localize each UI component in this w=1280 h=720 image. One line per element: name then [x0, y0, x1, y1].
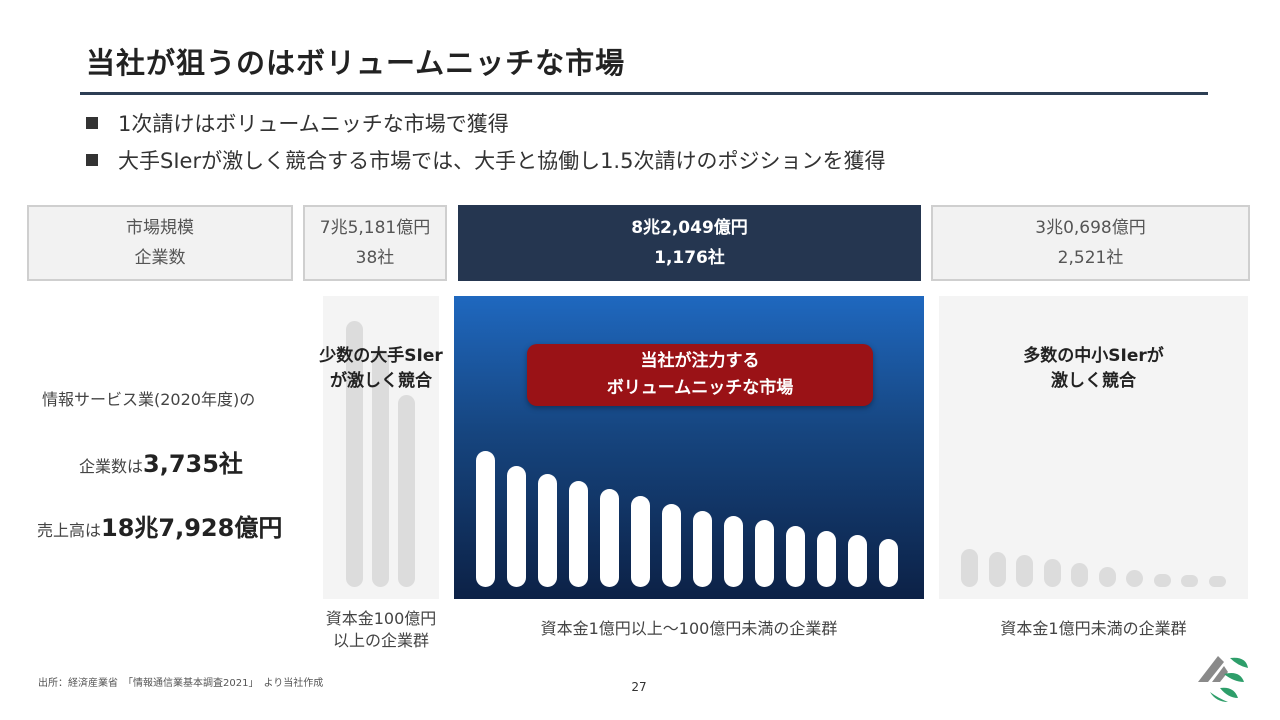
small-bar-7	[1126, 570, 1143, 587]
page-number: 27	[631, 680, 647, 694]
large-label-line1: 少数の大手SIer	[319, 346, 443, 366]
small-bar-3	[1016, 555, 1033, 587]
header-label-box: 市場規模 企業数	[27, 205, 293, 281]
small-bar-2	[988, 552, 1006, 587]
mid-bar-9	[724, 516, 743, 587]
small-label-line2: 激しく競合	[1051, 371, 1136, 391]
mid-bar-6	[631, 496, 650, 587]
header-large-count: 38社	[355, 248, 395, 268]
small-bar-1	[961, 549, 978, 587]
header-mid-count: 1,176社	[654, 248, 725, 268]
large-label-line2: が激しく競合	[330, 371, 432, 391]
stats-sales-value: 18兆7,928億円	[101, 514, 283, 542]
stats-companies: 企業数は3,735社	[79, 444, 243, 479]
large-bar-1	[346, 321, 363, 587]
small-bar-9	[1181, 575, 1198, 587]
header-label-line2: 企業数	[134, 248, 186, 268]
header-large-amount: 7兆5,181億円	[319, 218, 431, 238]
small-bar-5	[1071, 563, 1088, 587]
large-segment-label: 少数の大手SIer が激しく競合	[305, 344, 457, 394]
bullet-1: 1次請けはボリュームニッチな市場で獲得	[86, 108, 509, 138]
mid-bar-1	[476, 451, 495, 587]
mid-bar-2	[507, 466, 526, 587]
company-logo-icon	[1198, 656, 1248, 702]
mid-segment-caption: 資本金1億円以上～100億円未満の企業群	[540, 619, 838, 638]
mid-bar-8	[693, 511, 712, 587]
mid-bar-3	[538, 474, 557, 587]
mid-bar-11	[786, 526, 805, 587]
large-segment-panel	[323, 296, 439, 599]
focus-market-banner: 当社が注力する ボリュームニッチな市場	[527, 344, 873, 406]
header-mid-amount: 8兆2,049億円	[631, 218, 748, 238]
small-segment-panel	[939, 296, 1248, 599]
header-small-count: 2,521社	[1057, 248, 1124, 268]
stats-companies-value: 3,735社	[143, 450, 243, 478]
header-label-line1: 市場規模	[126, 218, 194, 238]
small-label-line1: 多数の中小SIerが	[1023, 346, 1164, 366]
large-segment-caption: 資本金100億円 以上の企業群	[305, 608, 457, 652]
mid-bar-7	[662, 504, 681, 587]
header-large-box: 7兆5,181億円 38社	[303, 205, 447, 281]
banner-line1: 当社が注力する	[640, 351, 760, 371]
page-title: 当社が狙うのはボリュームニッチな市場	[86, 46, 626, 80]
small-segment-caption: 資本金1億円未満の企業群	[1000, 619, 1187, 638]
bullet-2-text: 大手SIerが激しく競合する市場では、大手と協働し1.5次請けのポジションを獲得	[118, 149, 886, 173]
mid-segment-panel	[454, 296, 924, 599]
small-bar-6	[1098, 567, 1116, 587]
small-segment-label: 多数の中小SIerが 激しく競合	[939, 344, 1248, 394]
header-small-box: 3兆0,698億円 2,521社	[931, 205, 1250, 281]
bullet-square-icon	[86, 117, 98, 129]
bullet-2: 大手SIerが激しく競合する市場では、大手と協働し1.5次請けのポジションを獲得	[86, 145, 885, 175]
mid-bar-5	[600, 489, 619, 587]
bullet-square-icon	[86, 154, 98, 166]
header-mid-box: 8兆2,049億円 1,176社	[458, 205, 921, 281]
banner-line2: ボリュームニッチな市場	[606, 378, 794, 398]
large-bar-3	[398, 395, 415, 587]
large-bar-2	[372, 350, 389, 587]
mid-bar-4	[569, 481, 588, 587]
stats-intro: 情報サービス業(2020年度)の	[42, 390, 256, 409]
source-note: 出所：経済産業省 「情報通信業基本調査2021」 より当社作成	[38, 678, 324, 689]
title-underline	[80, 92, 1208, 95]
large-caption-line1: 資本金100億円	[325, 609, 437, 628]
bullet-1-text: 1次請けはボリュームニッチな市場で獲得	[118, 112, 509, 136]
small-bar-8	[1153, 574, 1171, 587]
mid-bar-12	[817, 531, 836, 587]
stats-sales: 売上高は18兆7,928億円	[37, 508, 282, 543]
large-caption-line2: 以上の企業群	[332, 631, 429, 650]
mid-bar-13	[848, 535, 867, 587]
stats-sales-prefix: 売上高は	[37, 521, 102, 540]
mid-bar-14	[879, 539, 898, 587]
mid-bar-10	[755, 520, 774, 587]
small-bar-10	[1208, 576, 1226, 587]
stats-companies-prefix: 企業数は	[79, 457, 144, 476]
small-bar-4	[1043, 559, 1061, 587]
header-small-amount: 3兆0,698億円	[1035, 218, 1146, 238]
